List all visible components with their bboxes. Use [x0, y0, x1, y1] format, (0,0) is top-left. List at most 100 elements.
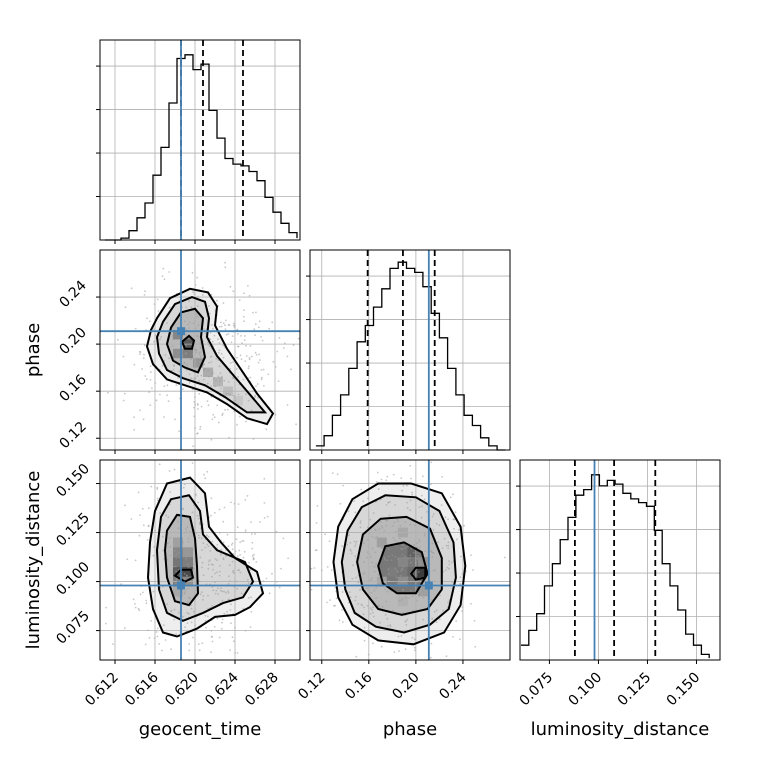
- sample-point: [227, 380, 230, 383]
- sample-point: [215, 379, 218, 382]
- sample-point: [406, 507, 409, 509]
- sample-point: [423, 533, 426, 535]
- sample-point: [443, 537, 446, 540]
- sample-point: [212, 372, 215, 375]
- x-tick-label: 0.620: [162, 670, 202, 710]
- sample-point: [201, 294, 204, 296]
- sample-point: [185, 352, 188, 355]
- sample-point: [188, 649, 191, 652]
- sample-point: [216, 299, 218, 302]
- sample-point: [184, 550, 187, 553]
- sample-point: [130, 287, 133, 290]
- sample-point: [138, 534, 141, 537]
- density-bin: [376, 537, 387, 548]
- sample-point: [388, 514, 391, 517]
- sample-point: [230, 544, 233, 546]
- sample-point: [423, 498, 426, 501]
- sample-point: [400, 635, 403, 637]
- sample-point: [392, 473, 395, 476]
- sample-point: [146, 539, 149, 541]
- sample-point: [202, 598, 204, 601]
- sample-point: [278, 337, 281, 339]
- sample-point: [187, 566, 190, 569]
- sample-point: [204, 332, 207, 335]
- sample-point: [199, 556, 202, 559]
- sample-point: [188, 373, 191, 376]
- sample-point: [177, 520, 179, 523]
- sample-point: [432, 551, 434, 554]
- sample-point: [237, 393, 240, 396]
- sample-point: [245, 393, 247, 395]
- sample-point: [185, 528, 188, 530]
- sample-point: [424, 550, 427, 553]
- sample-point: [183, 577, 185, 580]
- sample-point: [225, 392, 228, 395]
- sample-point: [389, 624, 392, 626]
- sample-point: [207, 369, 210, 372]
- sample-point: [149, 365, 152, 368]
- sample-point: [377, 604, 380, 607]
- sample-point: [247, 582, 250, 584]
- sample-point: [229, 368, 232, 370]
- sample-point: [161, 463, 163, 465]
- contour-line: [409, 566, 427, 581]
- sample-point: [378, 528, 381, 531]
- sample-point: [372, 642, 374, 645]
- sample-point: [420, 494, 423, 497]
- sample-point: [204, 546, 207, 549]
- sample-point: [236, 328, 239, 331]
- sample-point: [210, 514, 212, 517]
- sample-point: [447, 518, 449, 521]
- sample-point: [161, 535, 164, 538]
- sample-point: [164, 354, 167, 356]
- sample-point: [203, 363, 206, 365]
- sample-point: [231, 484, 233, 486]
- sample-point: [211, 586, 214, 588]
- sample-point: [354, 511, 357, 514]
- sample-point: [200, 591, 203, 593]
- sample-point: [423, 534, 426, 537]
- sample-point: [173, 618, 176, 621]
- sample-point: [383, 558, 386, 561]
- sample-point: [238, 299, 241, 301]
- sample-point: [347, 510, 350, 513]
- sample-point: [149, 371, 152, 373]
- sample-point: [220, 587, 222, 589]
- sample-point: [407, 557, 410, 560]
- sample-point: [142, 357, 145, 359]
- sample-point: [445, 655, 448, 658]
- sample-point: [239, 541, 242, 544]
- density-bin: [173, 547, 183, 558]
- sample-point: [397, 558, 399, 560]
- sample-point: [211, 636, 214, 638]
- sample-point: [218, 570, 221, 573]
- sample-point: [145, 599, 148, 602]
- sample-point: [385, 479, 388, 482]
- sample-point: [218, 636, 221, 639]
- sample-point: [198, 649, 201, 652]
- sample-point: [459, 669, 461, 671]
- sample-point: [404, 521, 407, 523]
- sample-point: [171, 345, 174, 348]
- sample-point: [162, 549, 164, 552]
- sample-point: [315, 522, 318, 524]
- sample-point: [418, 560, 421, 563]
- sample-point: [272, 360, 275, 363]
- sample-point: [195, 361, 198, 364]
- sample-point: [181, 547, 184, 549]
- sample-point: [245, 344, 247, 347]
- sample-point: [218, 325, 221, 328]
- sample-point: [331, 472, 334, 474]
- sample-point: [263, 385, 265, 387]
- sample-point: [292, 344, 295, 346]
- sample-point: [192, 322, 195, 325]
- sample-point: [237, 345, 240, 348]
- sample-point: [374, 528, 376, 531]
- sample-point: [448, 563, 451, 566]
- sample-point: [216, 559, 219, 562]
- sample-point: [105, 622, 107, 625]
- sample-point: [392, 537, 395, 539]
- sample-point: [169, 676, 171, 678]
- sample-point: [200, 374, 203, 377]
